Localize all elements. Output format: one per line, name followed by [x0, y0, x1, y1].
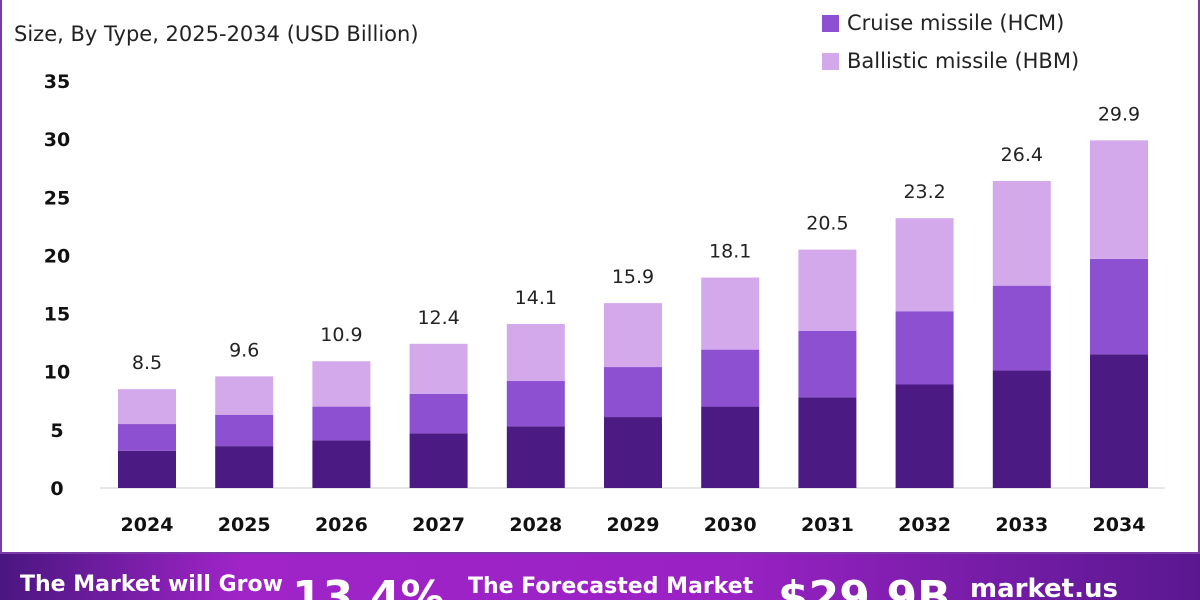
bar-chart: 051015202530358.520249.6202510.9202612.4…: [44, 71, 1165, 536]
legend-label-hcm: Cruise missile (HCM): [847, 11, 1065, 35]
x-tick-label-2029: 2029: [607, 514, 660, 536]
total-label-2029: 15.9: [612, 266, 654, 288]
bar-segment-2024-s1: [118, 424, 176, 451]
y-tick-label: 30: [44, 129, 70, 151]
bar-segment-2029-s1: [604, 367, 662, 418]
bar-segment-2028-s2: [506, 324, 565, 382]
x-tick-label-2026: 2026: [315, 514, 368, 536]
y-tick-label: 5: [50, 420, 63, 442]
bar-segment-2027-s2: [409, 343, 468, 394]
total-label-2033: 26.4: [1001, 144, 1043, 166]
bar-segment-2027-s1: [409, 393, 468, 434]
total-label-2027: 12.4: [417, 307, 459, 329]
bar-segment-2026-s1: [312, 406, 371, 441]
total-label-2028: 14.1: [515, 287, 557, 309]
cagr-value: 13.4%: [292, 572, 445, 600]
y-tick-label: 20: [44, 245, 70, 267]
bar-segment-2032-s2: [895, 218, 954, 312]
bar-segment-2033-s0: [992, 370, 1051, 488]
bar-segment-2029-s2: [604, 303, 662, 368]
bar-segment-2033-s2: [992, 181, 1051, 286]
total-label-2025: 9.6: [229, 339, 259, 361]
bar-segment-2034-s0: [1090, 354, 1148, 488]
y-tick-label: 35: [44, 71, 70, 93]
y-tick-label: 0: [50, 478, 63, 500]
bar-segment-2031-s1: [798, 331, 857, 398]
x-tick-label-2028: 2028: [509, 514, 562, 536]
bar-segment-2027-s0: [409, 433, 468, 488]
y-tick-label: 15: [44, 304, 70, 326]
x-tick-label-2024: 2024: [121, 514, 174, 536]
bar-segment-2029-s0: [604, 417, 662, 488]
bar-segment-2034-s2: [1090, 140, 1148, 259]
bar-segment-2028-s0: [506, 426, 565, 488]
bar-segment-2026-s2: [312, 361, 371, 407]
total-label-2030: 18.1: [709, 241, 751, 263]
legend-label-hbm: Ballistic missile (HBM): [847, 49, 1080, 73]
forecast-label: The Forecasted Market: [468, 574, 754, 599]
bar-segment-2032-s0: [895, 384, 954, 488]
x-tick-label-2031: 2031: [801, 514, 854, 536]
legend-swatch-hcm: [822, 14, 839, 32]
summary-banner: The Market will Grow 13.4% The Forecaste…: [0, 554, 1200, 600]
total-label-2034: 29.9: [1098, 103, 1140, 125]
bar-segment-2025-s2: [215, 376, 274, 415]
x-tick-label-2032: 2032: [898, 514, 951, 536]
legend-item-hbm: Ballistic missile (HBM): [822, 42, 1079, 80]
grow-label: The Market will Grow: [20, 572, 283, 597]
x-tick-label-2027: 2027: [412, 514, 465, 536]
total-label-2024: 8.5: [132, 352, 162, 374]
legend-swatch-hbm: [822, 52, 839, 70]
total-label-2032: 23.2: [903, 181, 945, 203]
bar-segment-2032-s1: [895, 311, 954, 385]
x-tick-label-2030: 2030: [704, 514, 757, 536]
bar-segment-2034-s1: [1090, 258, 1148, 355]
x-tick-label-2033: 2033: [995, 514, 1048, 536]
legend-item-hcm: Cruise missile (HCM): [822, 4, 1079, 42]
bar-segment-2030-s0: [701, 406, 760, 488]
bar-segment-2030-s2: [701, 277, 760, 350]
y-tick-label: 25: [44, 187, 70, 209]
bar-segment-2031-s2: [798, 249, 857, 332]
bar-segment-2025-s0: [215, 446, 274, 488]
legend: Cruise missile (HCM) Ballistic missile (…: [822, 4, 1079, 80]
x-tick-label-2025: 2025: [218, 514, 271, 536]
bar-segment-2024-s0: [118, 450, 176, 488]
chart-subtitle: Size, By Type, 2025-2034 (USD Billion): [14, 22, 419, 46]
bar-segment-2030-s1: [701, 349, 760, 407]
bar-segment-2031-s0: [798, 397, 857, 488]
total-label-2026: 10.9: [320, 324, 362, 346]
y-tick-label: 10: [44, 362, 70, 384]
bar-segment-2026-s0: [312, 440, 371, 488]
forecast-value: $29.9B: [778, 572, 951, 600]
bar-segment-2025-s1: [215, 414, 274, 447]
total-label-2031: 20.5: [806, 213, 848, 235]
x-tick-label-2034: 2034: [1093, 514, 1146, 536]
bar-segment-2028-s1: [506, 381, 565, 427]
brand-logo: market.us: [970, 574, 1118, 600]
bar-segment-2024-s2: [118, 389, 176, 425]
bar-segment-2033-s1: [992, 285, 1051, 371]
